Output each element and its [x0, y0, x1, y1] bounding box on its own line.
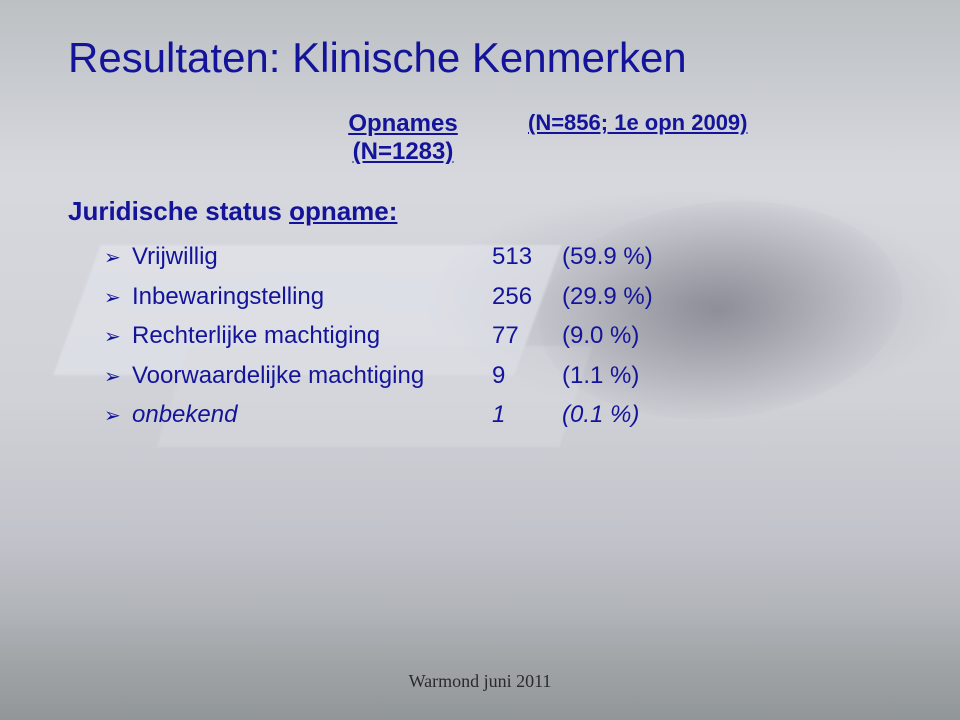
list-item: ➢Vrijwillig513(59.9 %): [104, 237, 900, 277]
column-header-1-sub: (N=1283): [353, 138, 454, 165]
row-percent: (1.1 %): [562, 356, 682, 396]
row-value: 1: [492, 395, 562, 435]
column-header-1: Opnames (N=1283): [318, 110, 488, 166]
row-percent: (0.1 %): [562, 395, 682, 435]
row-value: 77: [492, 316, 562, 356]
slide: Resultaten: Klinische Kenmerken Opnames …: [0, 0, 960, 720]
row-label: Inbewaringstelling: [132, 277, 492, 317]
row-label: Voorwaardelijke machtiging: [132, 356, 492, 396]
data-list: ➢Vrijwillig513(59.9 %)➢Inbewaringstellin…: [104, 237, 900, 435]
list-item: ➢onbekend1(0.1 %): [104, 395, 900, 435]
row-value: 513: [492, 237, 562, 277]
row-label: onbekend: [132, 395, 492, 435]
section-heading-underlined: opname:: [289, 196, 397, 226]
row-percent: (59.9 %): [562, 237, 682, 277]
column-header-1-label: Opnames: [348, 110, 457, 137]
bullet-icon: ➢: [104, 282, 132, 315]
row-percent: (9.0 %): [562, 316, 682, 356]
section-heading-prefix: Juridische status: [68, 196, 289, 226]
list-item: ➢Rechterlijke machtiging77(9.0 %): [104, 316, 900, 356]
footer-text: Warmond juni 2011: [0, 671, 960, 692]
page-title: Resultaten: Klinische Kenmerken: [68, 34, 900, 82]
bullet-icon: ➢: [104, 242, 132, 275]
row-percent: (29.9 %): [562, 277, 682, 317]
list-item: ➢Inbewaringstelling256(29.9 %): [104, 277, 900, 317]
bullet-icon: ➢: [104, 361, 132, 394]
bullet-icon: ➢: [104, 321, 132, 354]
column-header-2: (N=856; 1e opn 2009): [528, 110, 808, 166]
column-headers: Opnames (N=1283) (N=856; 1e opn 2009): [318, 110, 900, 166]
list-item: ➢Voorwaardelijke machtiging9(1.1 %): [104, 356, 900, 396]
section-heading: Juridische status opname:: [68, 196, 900, 227]
bullet-icon: ➢: [104, 400, 132, 433]
row-label: Rechterlijke machtiging: [132, 316, 492, 356]
row-value: 9: [492, 356, 562, 396]
row-value: 256: [492, 277, 562, 317]
row-label: Vrijwillig: [132, 237, 492, 277]
